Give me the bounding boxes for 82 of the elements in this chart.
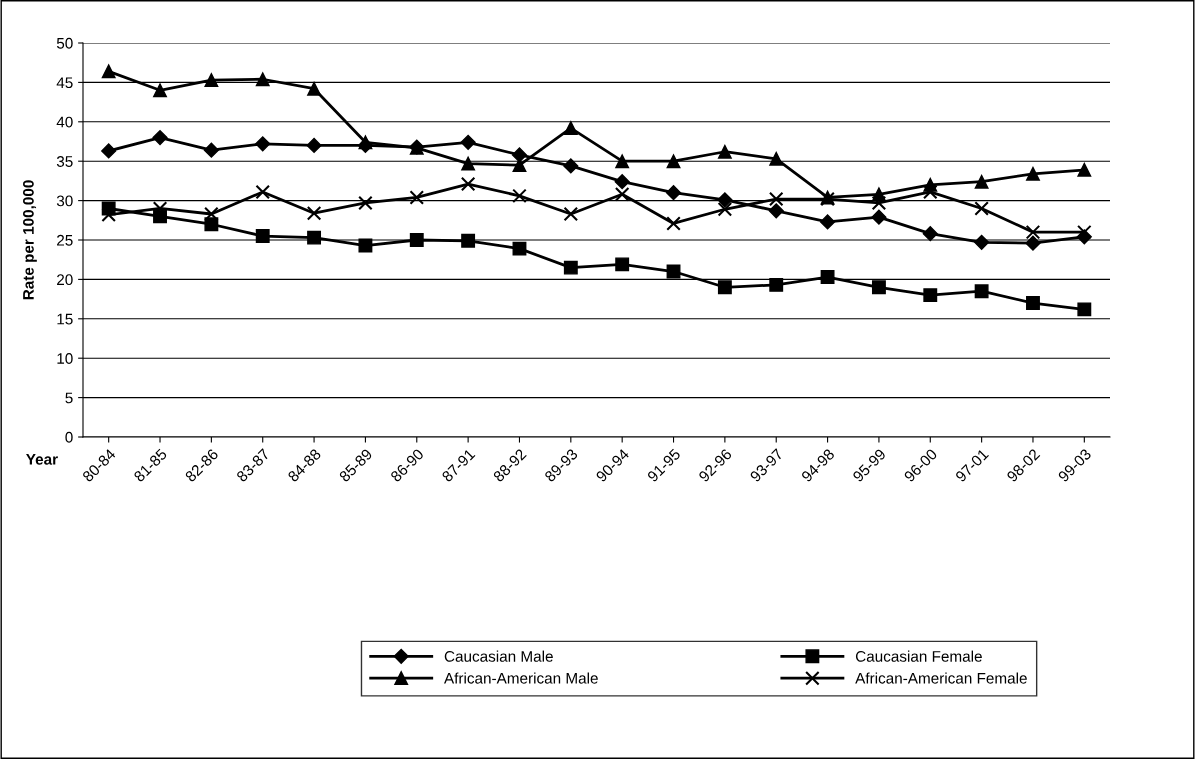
point (665, 185, 682, 201)
point (871, 280, 886, 295)
point (871, 195, 887, 211)
point (203, 142, 219, 158)
point (306, 205, 322, 221)
point (307, 81, 322, 96)
point (512, 158, 527, 173)
point (306, 137, 322, 154)
y-tick-label: 45 (56, 77, 73, 89)
point (820, 270, 835, 284)
point (204, 206, 219, 222)
point (614, 174, 630, 190)
point (1077, 162, 1092, 177)
point (409, 190, 425, 205)
point (768, 203, 784, 219)
point (717, 192, 733, 208)
point (358, 195, 373, 211)
point (1077, 302, 1092, 317)
y-tick-label: 25 (57, 234, 73, 246)
point (871, 209, 887, 225)
point (204, 73, 219, 87)
y-tick-label: 40 (56, 116, 73, 128)
legend-label: African-American Female (855, 672, 1027, 684)
y-tick-label: 20 (57, 274, 73, 286)
point (974, 234, 990, 250)
point (974, 174, 989, 189)
point (1026, 296, 1040, 310)
y-tick-label: 5 (65, 392, 73, 404)
point (820, 214, 836, 230)
point (358, 238, 373, 253)
point (717, 280, 732, 295)
point (358, 135, 373, 150)
point (563, 206, 579, 222)
point (461, 156, 476, 171)
y-tick-label: 15 (57, 313, 73, 325)
y-tick-label: 50 (56, 37, 73, 49)
point (460, 134, 476, 150)
point (666, 216, 681, 231)
legend-label: Caucasian Female (855, 650, 982, 662)
point (255, 136, 271, 152)
x-axis-title: Year (26, 454, 58, 465)
point (922, 226, 938, 242)
point (717, 144, 732, 159)
point (460, 176, 476, 192)
y-axis-title: Rate per 100,000 (23, 180, 37, 300)
point (923, 288, 938, 303)
point (1025, 235, 1041, 251)
point (512, 241, 527, 256)
point (461, 233, 476, 248)
y-tick-label: 10 (57, 353, 73, 364)
point (769, 277, 784, 292)
point (615, 257, 630, 272)
point (769, 151, 784, 166)
point (768, 191, 784, 207)
point (615, 154, 630, 169)
point (1025, 224, 1041, 240)
point (307, 230, 322, 245)
point (255, 184, 271, 200)
point (101, 64, 116, 79)
point (255, 229, 270, 244)
point (1077, 224, 1092, 240)
point (563, 121, 578, 136)
point (974, 284, 989, 299)
point (974, 201, 989, 216)
point (717, 201, 733, 217)
point (204, 217, 219, 232)
point (152, 129, 168, 146)
y-tick-label: 35 (56, 156, 73, 167)
point (614, 187, 630, 202)
point (563, 260, 578, 275)
point (101, 143, 117, 159)
point (153, 83, 167, 98)
point (563, 158, 579, 174)
point (666, 154, 681, 169)
point (1026, 166, 1040, 181)
legend-label: African-American Male (444, 672, 598, 684)
point (512, 188, 527, 204)
legend-label: Caucasian Male (444, 650, 553, 662)
y-tick-label: 0 (65, 431, 73, 443)
y-tick-label: 30 (56, 195, 73, 207)
point (409, 233, 424, 247)
point (255, 72, 270, 87)
